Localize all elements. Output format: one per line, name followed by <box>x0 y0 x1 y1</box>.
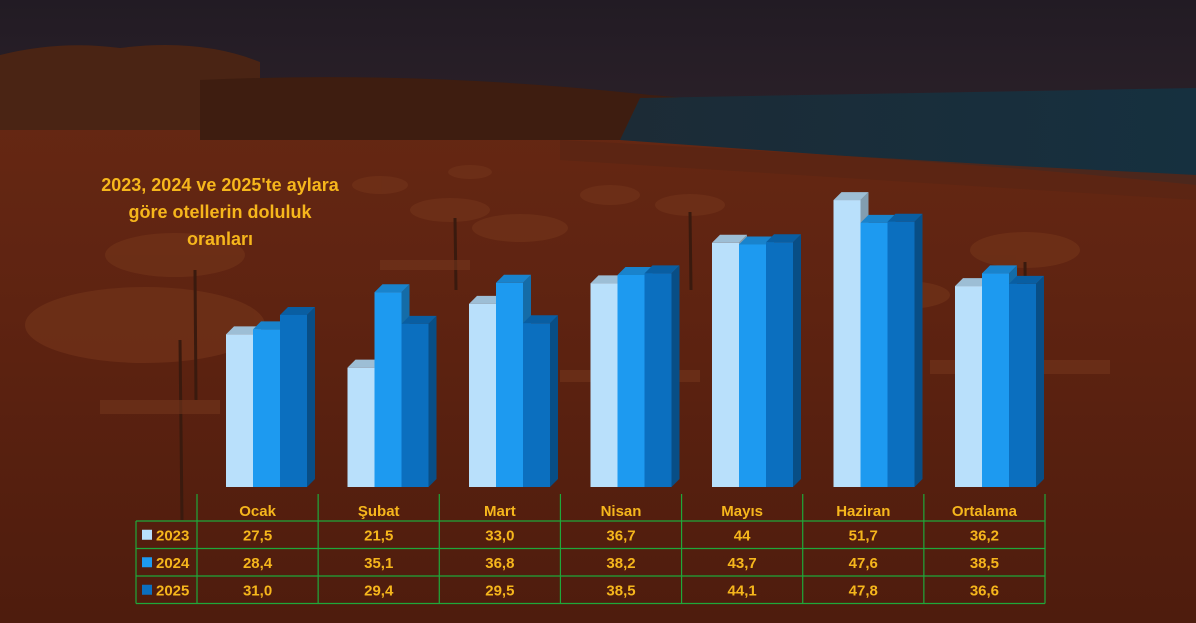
data-label-ocak-2024: 28,4 <box>243 555 273 572</box>
x-tick-label-nisan: Nisan <box>601 503 642 520</box>
data-label-ortalama-2025: 36,6 <box>970 582 999 599</box>
data-label-subat-2023: 21,5 <box>364 527 393 544</box>
data-label-ocak-2025: 31,0 <box>243 582 272 599</box>
data-label-haziran-2023: 51,7 <box>849 527 878 544</box>
data-label-nisan-2023: 36,7 <box>606 527 635 544</box>
data-label-mayis-2025: 44,1 <box>728 582 757 599</box>
bar-ocak-2025 <box>280 306 315 487</box>
data-label-haziran-2024: 47,6 <box>849 555 878 572</box>
legend-key-2024 <box>142 557 152 568</box>
data-label-ocak-2023: 27,5 <box>243 527 272 544</box>
bar-mart-2025 <box>523 315 558 487</box>
x-tick-label-mayis: Mayıs <box>721 503 763 520</box>
data-label-subat-2025: 29,4 <box>364 582 394 599</box>
legend-label-2023: 2023 <box>156 527 189 544</box>
bar-nisan-2025 <box>644 265 680 487</box>
legend-label-2024: 2024 <box>156 555 190 572</box>
x-tick-label-subat: Şubat <box>358 503 400 520</box>
x-tick-label-ortalama: Ortalama <box>952 503 1018 520</box>
data-label-mart-2024: 36,8 <box>485 555 514 572</box>
chart-title: 2023, 2024 ve 2025'te aylara göre otelle… <box>101 175 339 249</box>
legend-label-2025: 2025 <box>156 582 189 599</box>
x-tick-label-haziran: Haziran <box>836 503 890 520</box>
data-label-subat-2024: 35,1 <box>364 555 393 572</box>
bar-subat-2025 <box>401 315 437 487</box>
table-grid <box>135 494 1046 605</box>
bar-haziran-2025 <box>887 213 923 487</box>
data-label-ortalama-2023: 36,2 <box>970 527 999 544</box>
data-label-haziran-2025: 47,8 <box>849 582 878 599</box>
legend-key-2025 <box>142 584 152 595</box>
bar-ortalama-2025 <box>1009 275 1044 487</box>
data-label-mayis-2023: 44 <box>734 527 751 544</box>
data-label-mart-2023: 33,0 <box>485 527 514 544</box>
data-label-ortalama-2024: 38,5 <box>970 555 999 572</box>
data-label-mart-2025: 29,5 <box>485 582 514 599</box>
legend-key-2023 <box>142 529 152 540</box>
data-label-mayis-2024: 43,7 <box>728 555 757 572</box>
x-tick-label-ocak: Ocak <box>239 503 276 520</box>
data-label-nisan-2025: 38,5 <box>606 582 635 599</box>
data-label-nisan-2024: 38,2 <box>606 555 635 572</box>
x-tick-label-mart: Mart <box>484 503 516 520</box>
bar-mayis-2025 <box>766 234 801 487</box>
